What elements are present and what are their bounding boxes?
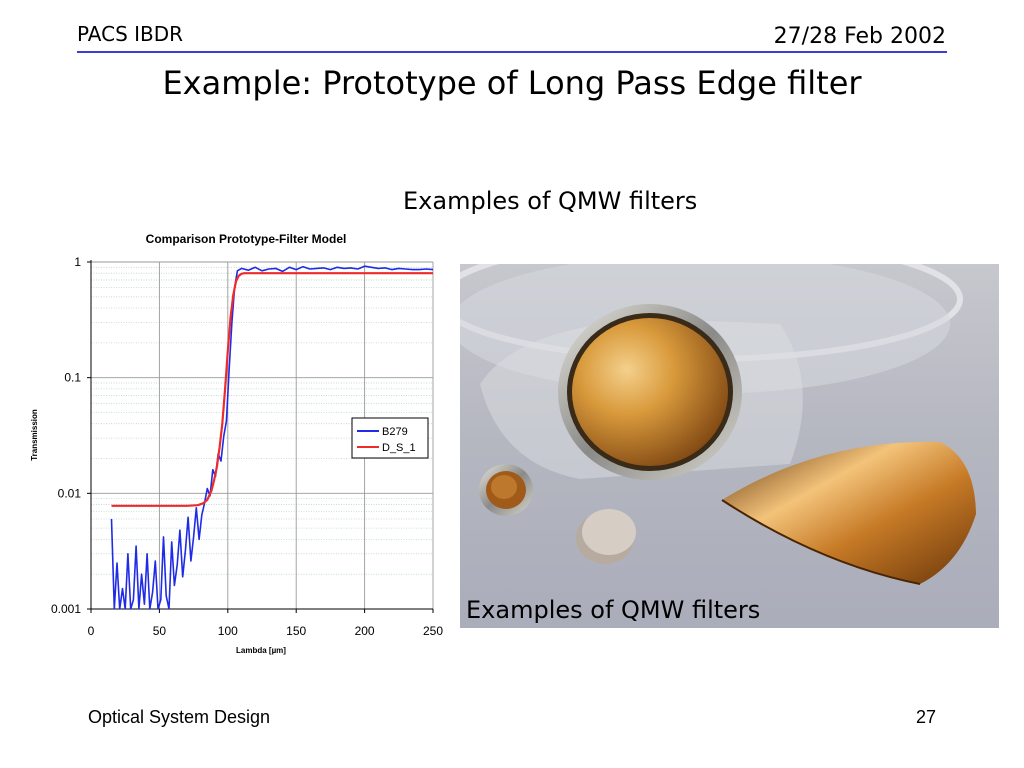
- slide-title: Example: Prototype of Long Pass Edge fil…: [162, 64, 862, 102]
- legend-label: D_S_1: [382, 442, 416, 454]
- series-line-d-s-1: [111, 272, 433, 507]
- x-tick-label: 250: [423, 624, 443, 638]
- x-tick-label: 0: [88, 624, 95, 638]
- slide-subtitle: Examples of QMW filters: [403, 187, 698, 215]
- chart-plot-area: [110, 265, 434, 610]
- header-divider: [77, 51, 947, 53]
- footer-left-text: Optical System Design: [88, 707, 271, 727]
- chart-legend: B279 D_S_1: [351, 417, 429, 459]
- y-tick-label: 0.01: [58, 486, 82, 500]
- qmw-filters-photo: [460, 264, 999, 628]
- header-left-text: PACS IBDR: [77, 22, 184, 46]
- legend-label: B279: [382, 426, 408, 438]
- x-tick-label: 150: [286, 624, 306, 638]
- photo-caption: Examples of QMW filters: [466, 596, 761, 624]
- y-tick-label: 0.001: [51, 602, 81, 616]
- legend-box: [351, 417, 429, 459]
- x-tick-label: 200: [355, 624, 375, 638]
- header-date: 27/28 Feb 2002: [773, 24, 946, 49]
- x-axis-label: Lambda [µm]: [236, 646, 286, 655]
- series-line-b279: [110, 265, 434, 610]
- y-tick-label: 1: [74, 255, 81, 269]
- y-tick-label: 0.1: [64, 371, 81, 385]
- page-number: 27: [915, 707, 936, 727]
- x-tick-label: 100: [218, 624, 238, 638]
- x-tick-label: 50: [153, 624, 167, 638]
- y-axis-label: Transmission: [30, 409, 39, 461]
- chart-tick-labels: 1 0.1 0.01 0.001 0 50 100 150 200 250: [51, 255, 443, 638]
- transmission-chart: Comparison Prototype-Filter Model 1 0.1 0.…: [30, 232, 443, 655]
- chart-title: Comparison Prototype-Filter Model: [146, 232, 347, 246]
